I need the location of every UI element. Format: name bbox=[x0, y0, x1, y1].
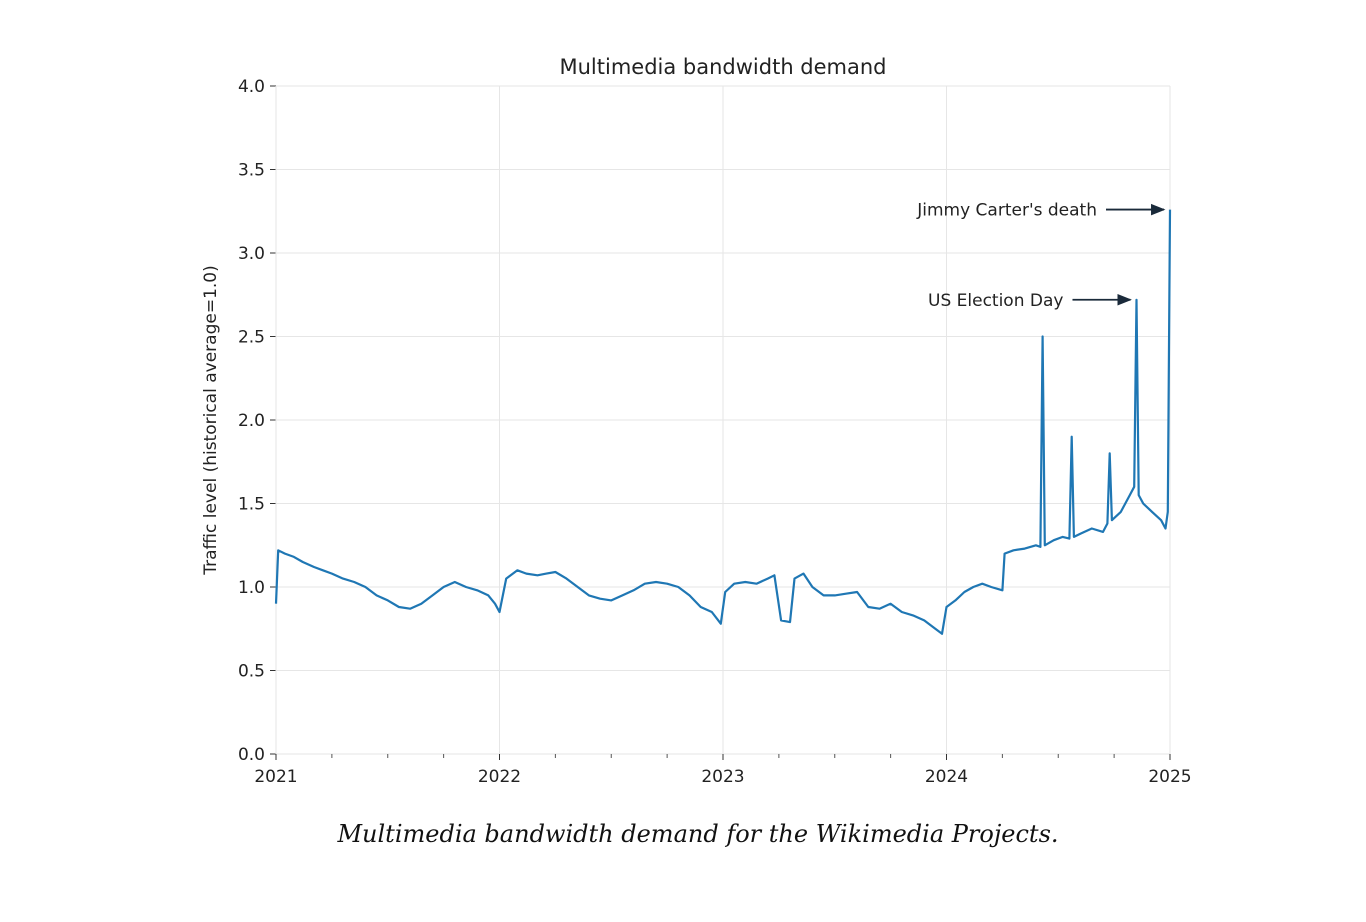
y-tick-label: 2.5 bbox=[238, 328, 265, 348]
bandwidth-chart: 0.0 0.5 1.0 1.5 2.0 2.5 3.0 3.5 4.0 2021 2022 2023 2… bbox=[201, 55, 1192, 787]
annotation-label: US Election Day bbox=[928, 291, 1063, 311]
series-line bbox=[274, 209, 1172, 635]
x-tick-label: 2022 bbox=[478, 767, 521, 787]
annotations-layer: Jimmy Carter's death US Election Day bbox=[916, 201, 1166, 311]
y-tick-label: 0.5 bbox=[238, 662, 265, 682]
x-tick-label: 2024 bbox=[925, 767, 968, 787]
x-tick-label: 2025 bbox=[1148, 767, 1191, 787]
series-layer bbox=[274, 209, 1172, 635]
y-tick-label: 1.5 bbox=[238, 495, 265, 515]
y-tick-label: 3.5 bbox=[238, 161, 265, 181]
figure-caption: Multimedia bandwidth demand for the Wiki… bbox=[337, 820, 1059, 848]
x-tick-label: 2023 bbox=[701, 767, 744, 787]
chart-title: Multimedia bandwidth demand bbox=[559, 55, 886, 79]
y-tick-label: 4.0 bbox=[238, 77, 265, 97]
y-axis-label: Traffic level (historical average=1.0) bbox=[201, 265, 221, 575]
y-tick-label: 3.0 bbox=[238, 244, 265, 264]
axes-layer: 0.0 0.5 1.0 1.5 2.0 2.5 3.0 3.5 4.0 2021 2022 2023 2… bbox=[238, 77, 1192, 787]
y-tick-label: 0.0 bbox=[238, 745, 265, 765]
grid-layer bbox=[275, 85, 1171, 755]
y-tick-label: 2.0 bbox=[238, 411, 265, 431]
x-tick-label: 2021 bbox=[254, 767, 297, 787]
annotation-label: Jimmy Carter's death bbox=[916, 201, 1097, 221]
y-tick-label: 1.0 bbox=[238, 578, 265, 598]
